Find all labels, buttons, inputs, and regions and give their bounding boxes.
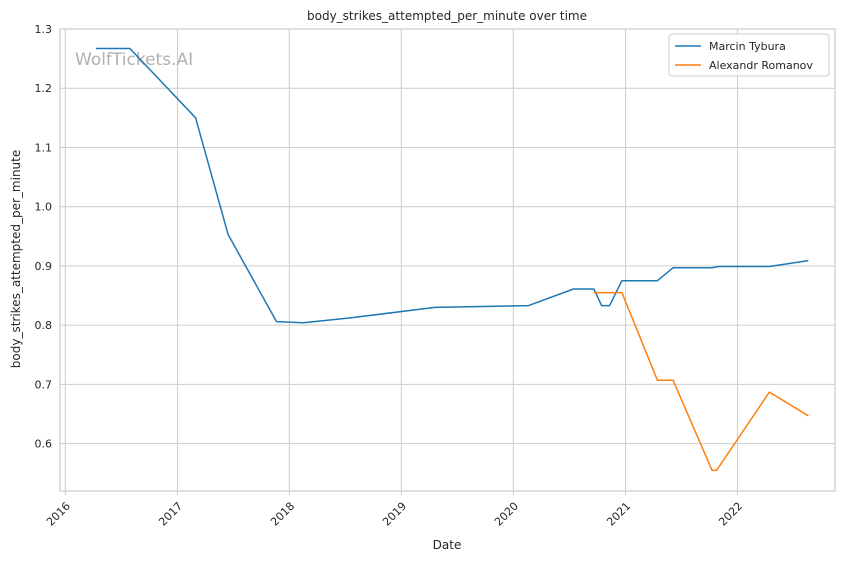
series-line-0 <box>95 47 809 324</box>
y-tick-label: 0.9 <box>35 260 53 273</box>
series-line-1 <box>593 291 809 472</box>
watermark: WolfTickets.AI <box>75 50 193 70</box>
y-tick-label: 0.7 <box>35 378 53 391</box>
y-axis-title: body_strikes_attempted_per_minute <box>9 150 23 368</box>
x-axis-title: Date <box>433 538 462 552</box>
y-tick-label: 0.8 <box>35 319 53 332</box>
legend-label-0: Marcin Tybura <box>709 40 786 53</box>
chart-title: body_strikes_attempted_per_minute over t… <box>307 9 587 23</box>
legend-box <box>668 33 830 77</box>
y-tick-label: 1.3 <box>35 23 53 36</box>
plot-frame <box>59 28 836 492</box>
y-tick-label: 1.0 <box>35 201 53 214</box>
legend-label-1: Alexandr Romanov <box>709 59 813 72</box>
y-tick-label: 1.2 <box>35 82 53 95</box>
y-tick-label: 1.1 <box>35 141 53 154</box>
y-tick-label: 0.6 <box>35 438 53 451</box>
